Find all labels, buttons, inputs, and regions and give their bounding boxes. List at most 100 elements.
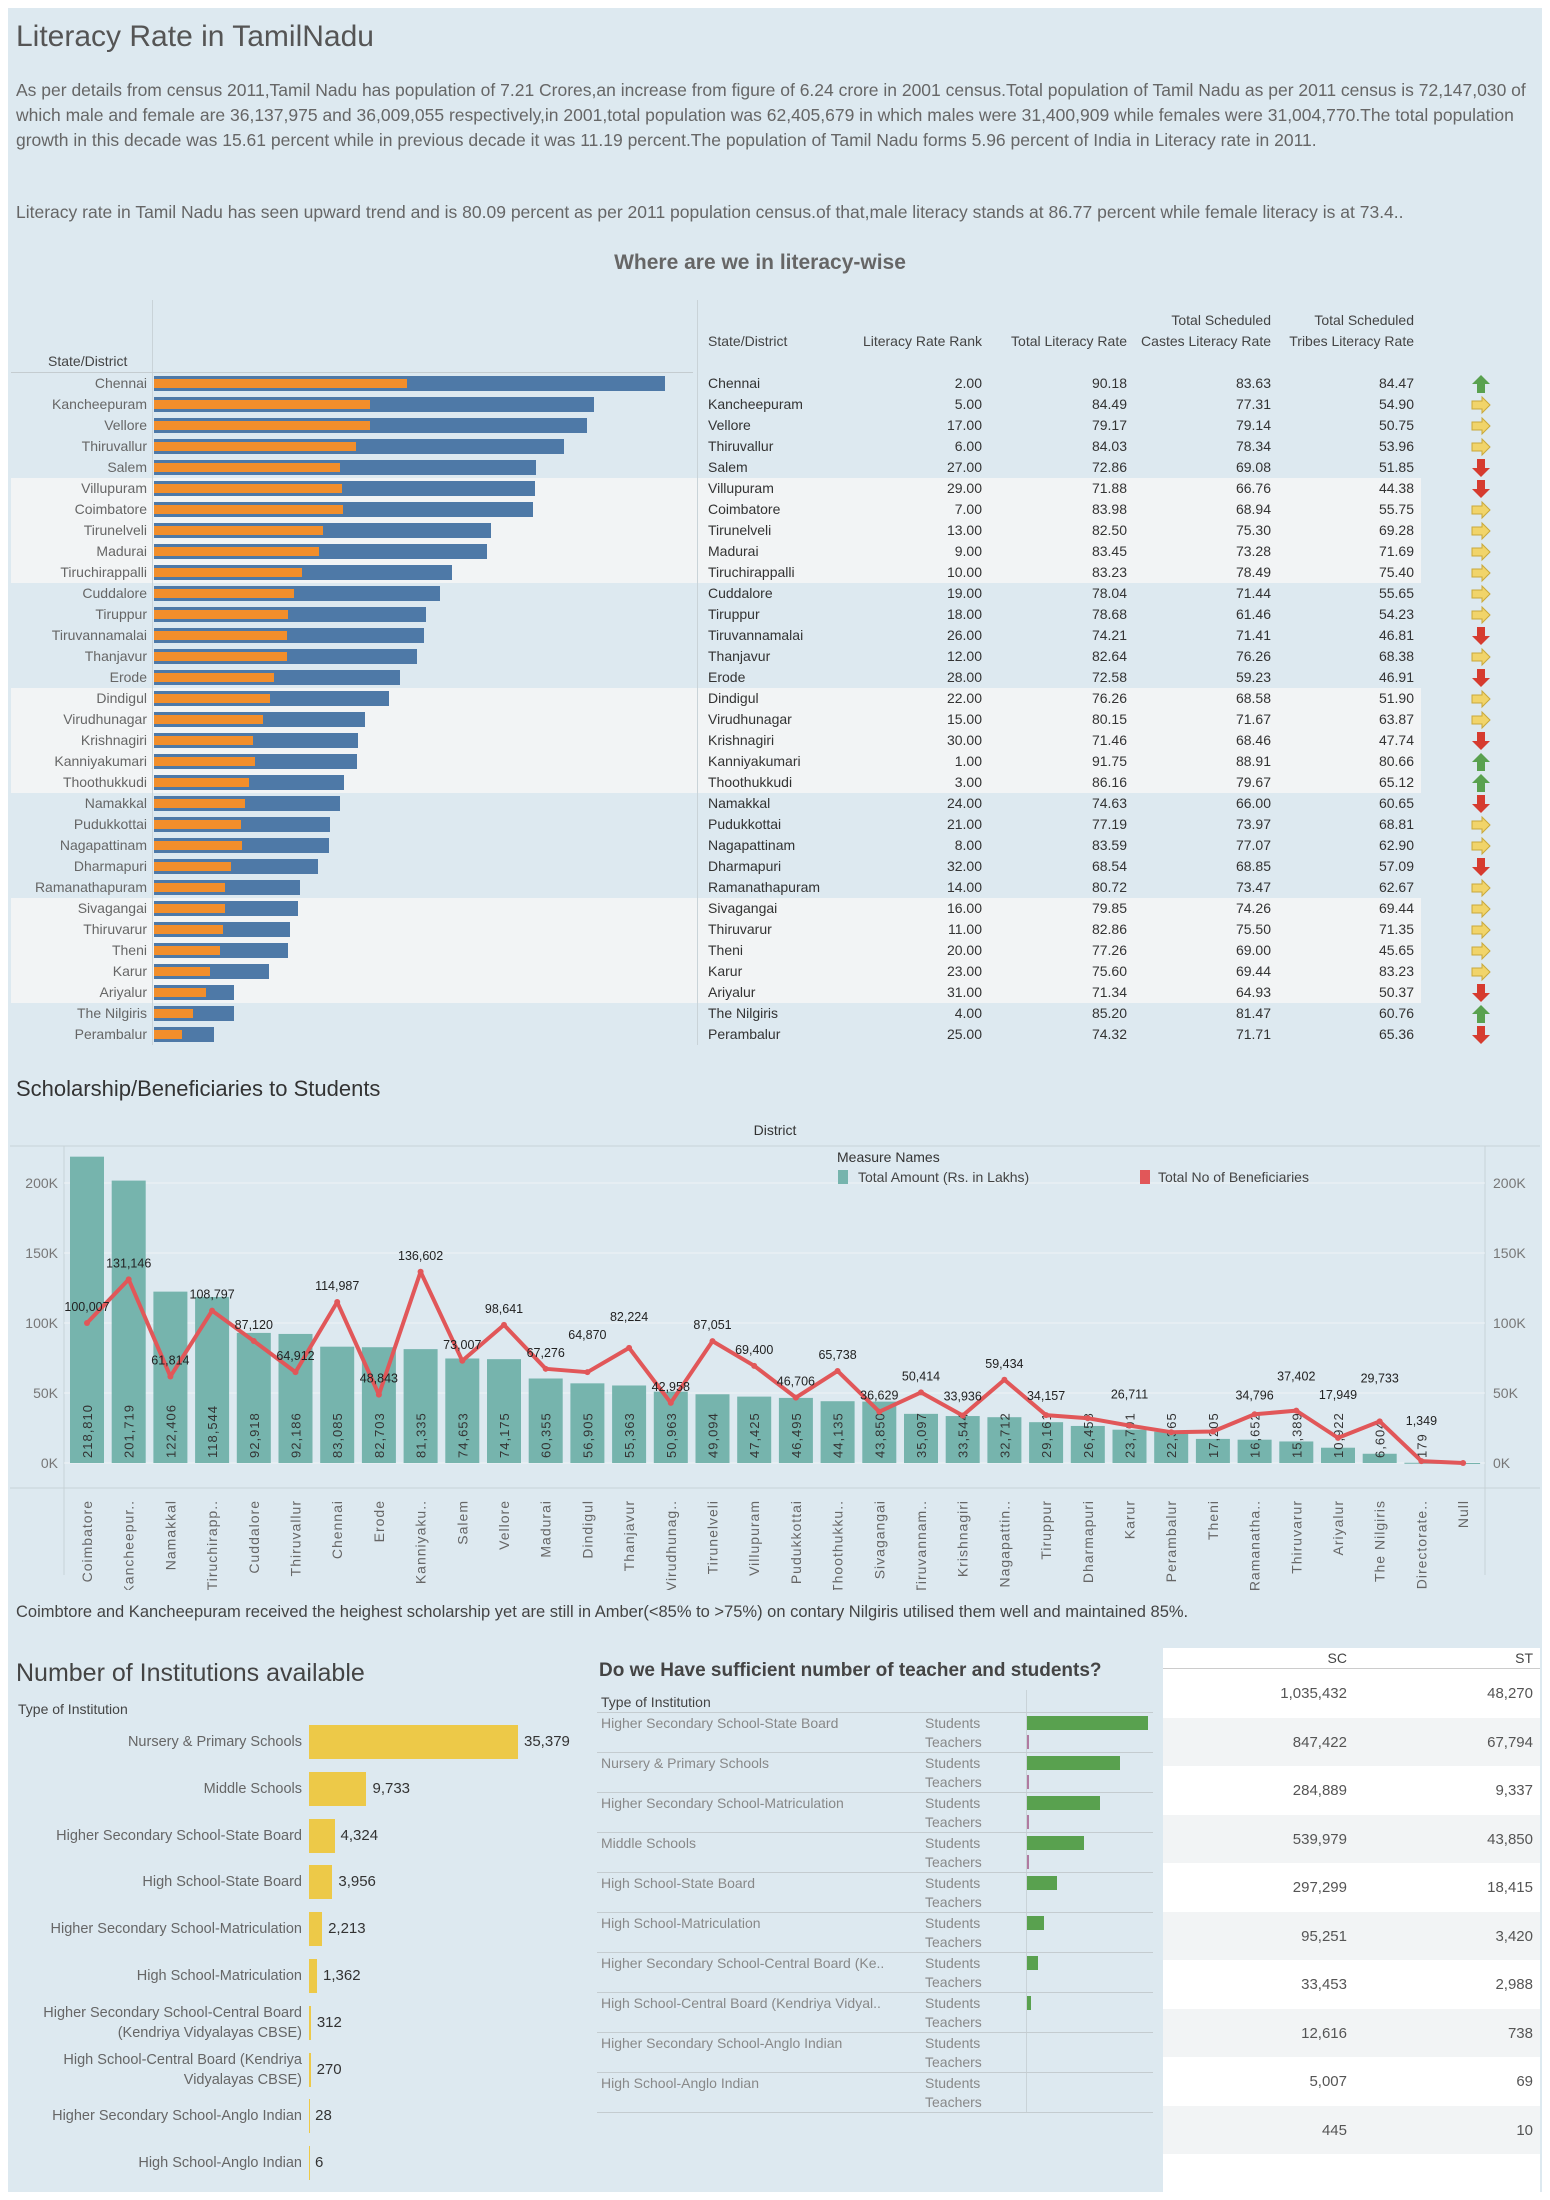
beneficiaries-point[interactable]	[834, 1367, 841, 1374]
orange-bar[interactable]	[154, 463, 341, 472]
orange-bar[interactable]	[154, 442, 356, 451]
beneficiaries-point[interactable]	[1001, 1376, 1008, 1383]
beneficiaries-point[interactable]	[1418, 1458, 1425, 1465]
beneficiaries-point[interactable]	[1043, 1412, 1050, 1419]
beneficiaries-point[interactable]	[1293, 1407, 1300, 1414]
column-header-sc[interactable]: SC	[1327, 1650, 1347, 1666]
beneficiaries-point[interactable]	[667, 1399, 674, 1406]
orange-bar[interactable]	[154, 1030, 182, 1039]
institution-bar[interactable]	[309, 1865, 333, 1900]
amount-bar[interactable]	[320, 1346, 355, 1463]
students-bar[interactable]	[1027, 1716, 1148, 1730]
beneficiaries-point[interactable]	[876, 1408, 883, 1415]
amount-bar[interactable]	[403, 1349, 438, 1463]
institution-bar[interactable]	[309, 2052, 311, 2087]
teachers-bar[interactable]	[1027, 1855, 1029, 1869]
column-header[interactable]: State/District	[708, 333, 788, 349]
beneficiaries-point[interactable]	[792, 1394, 799, 1401]
institution-bar[interactable]	[309, 1771, 367, 1806]
teachers-bar[interactable]	[1027, 1815, 1029, 1829]
beneficiaries-point[interactable]	[250, 1338, 257, 1345]
orange-bar[interactable]	[154, 526, 324, 535]
orange-bar[interactable]	[154, 547, 320, 556]
beneficiaries-point[interactable]	[125, 1276, 132, 1283]
column-header[interactable]: Total Literacy Rate	[1011, 333, 1127, 349]
amount-bar[interactable]	[1029, 1422, 1064, 1463]
beneficiaries-point[interactable]	[1376, 1418, 1383, 1425]
beneficiaries-point[interactable]	[1168, 1429, 1175, 1436]
institution-bar[interactable]	[309, 2005, 311, 2040]
amount-bar[interactable]	[945, 1416, 980, 1463]
orange-bar[interactable]	[154, 946, 220, 955]
beneficiaries-point[interactable]	[501, 1321, 507, 1328]
orange-bar[interactable]	[154, 883, 226, 892]
orange-bar[interactable]	[154, 736, 254, 745]
amount-bar[interactable]	[570, 1383, 605, 1463]
amount-bar[interactable]	[1195, 1438, 1230, 1463]
amount-bar[interactable]	[695, 1394, 730, 1463]
beneficiaries-point[interactable]	[334, 1299, 341, 1306]
students-bar[interactable]	[1027, 1876, 1058, 1890]
students-bar[interactable]	[1027, 1756, 1121, 1770]
legend-beneficiaries[interactable]: Total No of Beneficiaries	[1158, 1169, 1309, 1185]
students-bar[interactable]	[1027, 1996, 1031, 2010]
orange-bar[interactable]	[154, 421, 370, 430]
beneficiaries-point[interactable]	[292, 1369, 299, 1376]
orange-bar[interactable]	[154, 694, 271, 703]
students-bar[interactable]	[1027, 1796, 1100, 1810]
institution-bar[interactable]	[309, 2099, 310, 2134]
orange-bar[interactable]	[154, 715, 264, 724]
column-header[interactable]: Total Scheduled Castes Literacy Rate	[1141, 312, 1271, 349]
orange-bar[interactable]	[154, 820, 241, 829]
amount-bar[interactable]	[1237, 1439, 1272, 1463]
beneficiaries-point[interactable]	[209, 1307, 216, 1314]
institution-bar[interactable]	[309, 1818, 335, 1853]
orange-bar[interactable]	[154, 400, 370, 409]
orange-bar[interactable]	[154, 652, 287, 661]
amount-bar[interactable]	[987, 1417, 1022, 1463]
teachers-bar[interactable]	[1027, 1775, 1030, 1789]
beneficiaries-point[interactable]	[918, 1389, 924, 1396]
students-bar[interactable]	[1027, 1836, 1084, 1850]
amount-bar[interactable]	[195, 1297, 230, 1463]
orange-bar[interactable]	[154, 904, 226, 913]
amount-bar[interactable]	[1321, 1447, 1355, 1463]
beneficiaries-point[interactable]	[459, 1357, 466, 1364]
beneficiaries-point[interactable]	[709, 1338, 716, 1345]
students-bar[interactable]	[1027, 1956, 1038, 1970]
orange-bar[interactable]	[154, 1009, 194, 1018]
orange-bar[interactable]	[154, 589, 294, 598]
column-header[interactable]: Total Scheduled Tribes Literacy Rate	[1289, 312, 1414, 349]
orange-bar[interactable]	[154, 925, 223, 934]
beneficiaries-point[interactable]	[542, 1365, 549, 1372]
orange-bar[interactable]	[154, 862, 231, 871]
institution-bar[interactable]	[309, 2146, 310, 2181]
amount-bar[interactable]	[1154, 1431, 1189, 1463]
orange-bar[interactable]	[154, 610, 289, 619]
column-header-st[interactable]: ST	[1515, 1650, 1533, 1666]
orange-bar[interactable]	[154, 778, 250, 787]
amount-bar[interactable]	[904, 1413, 938, 1463]
institution-bar[interactable]	[309, 1959, 318, 1993]
beneficiaries-point[interactable]	[959, 1412, 966, 1419]
amount-bar[interactable]	[1279, 1441, 1314, 1463]
orange-bar[interactable]	[154, 379, 408, 388]
beneficiaries-point[interactable]	[584, 1369, 591, 1376]
beneficiaries-point[interactable]	[417, 1268, 424, 1275]
amount-bar[interactable]	[737, 1396, 772, 1463]
legend-amount[interactable]: Total Amount (Rs. in Lakhs)	[858, 1169, 1029, 1185]
amount-bar[interactable]	[1112, 1429, 1147, 1463]
amount-bar[interactable]	[612, 1385, 647, 1463]
students-bar[interactable]	[1027, 1916, 1044, 1930]
beneficiaries-point[interactable]	[1460, 1460, 1467, 1466]
amount-bar[interactable]	[528, 1378, 563, 1463]
orange-bar[interactable]	[154, 505, 343, 514]
beneficiaries-point[interactable]	[1126, 1422, 1133, 1429]
orange-bar[interactable]	[154, 631, 287, 640]
orange-bar[interactable]	[154, 967, 210, 976]
amount-bar[interactable]	[445, 1358, 480, 1463]
beneficiaries-point[interactable]	[1335, 1434, 1341, 1441]
amount-bar[interactable]	[1070, 1425, 1105, 1463]
amount-bar[interactable]	[820, 1401, 855, 1463]
institution-bar[interactable]	[309, 1725, 518, 1759]
